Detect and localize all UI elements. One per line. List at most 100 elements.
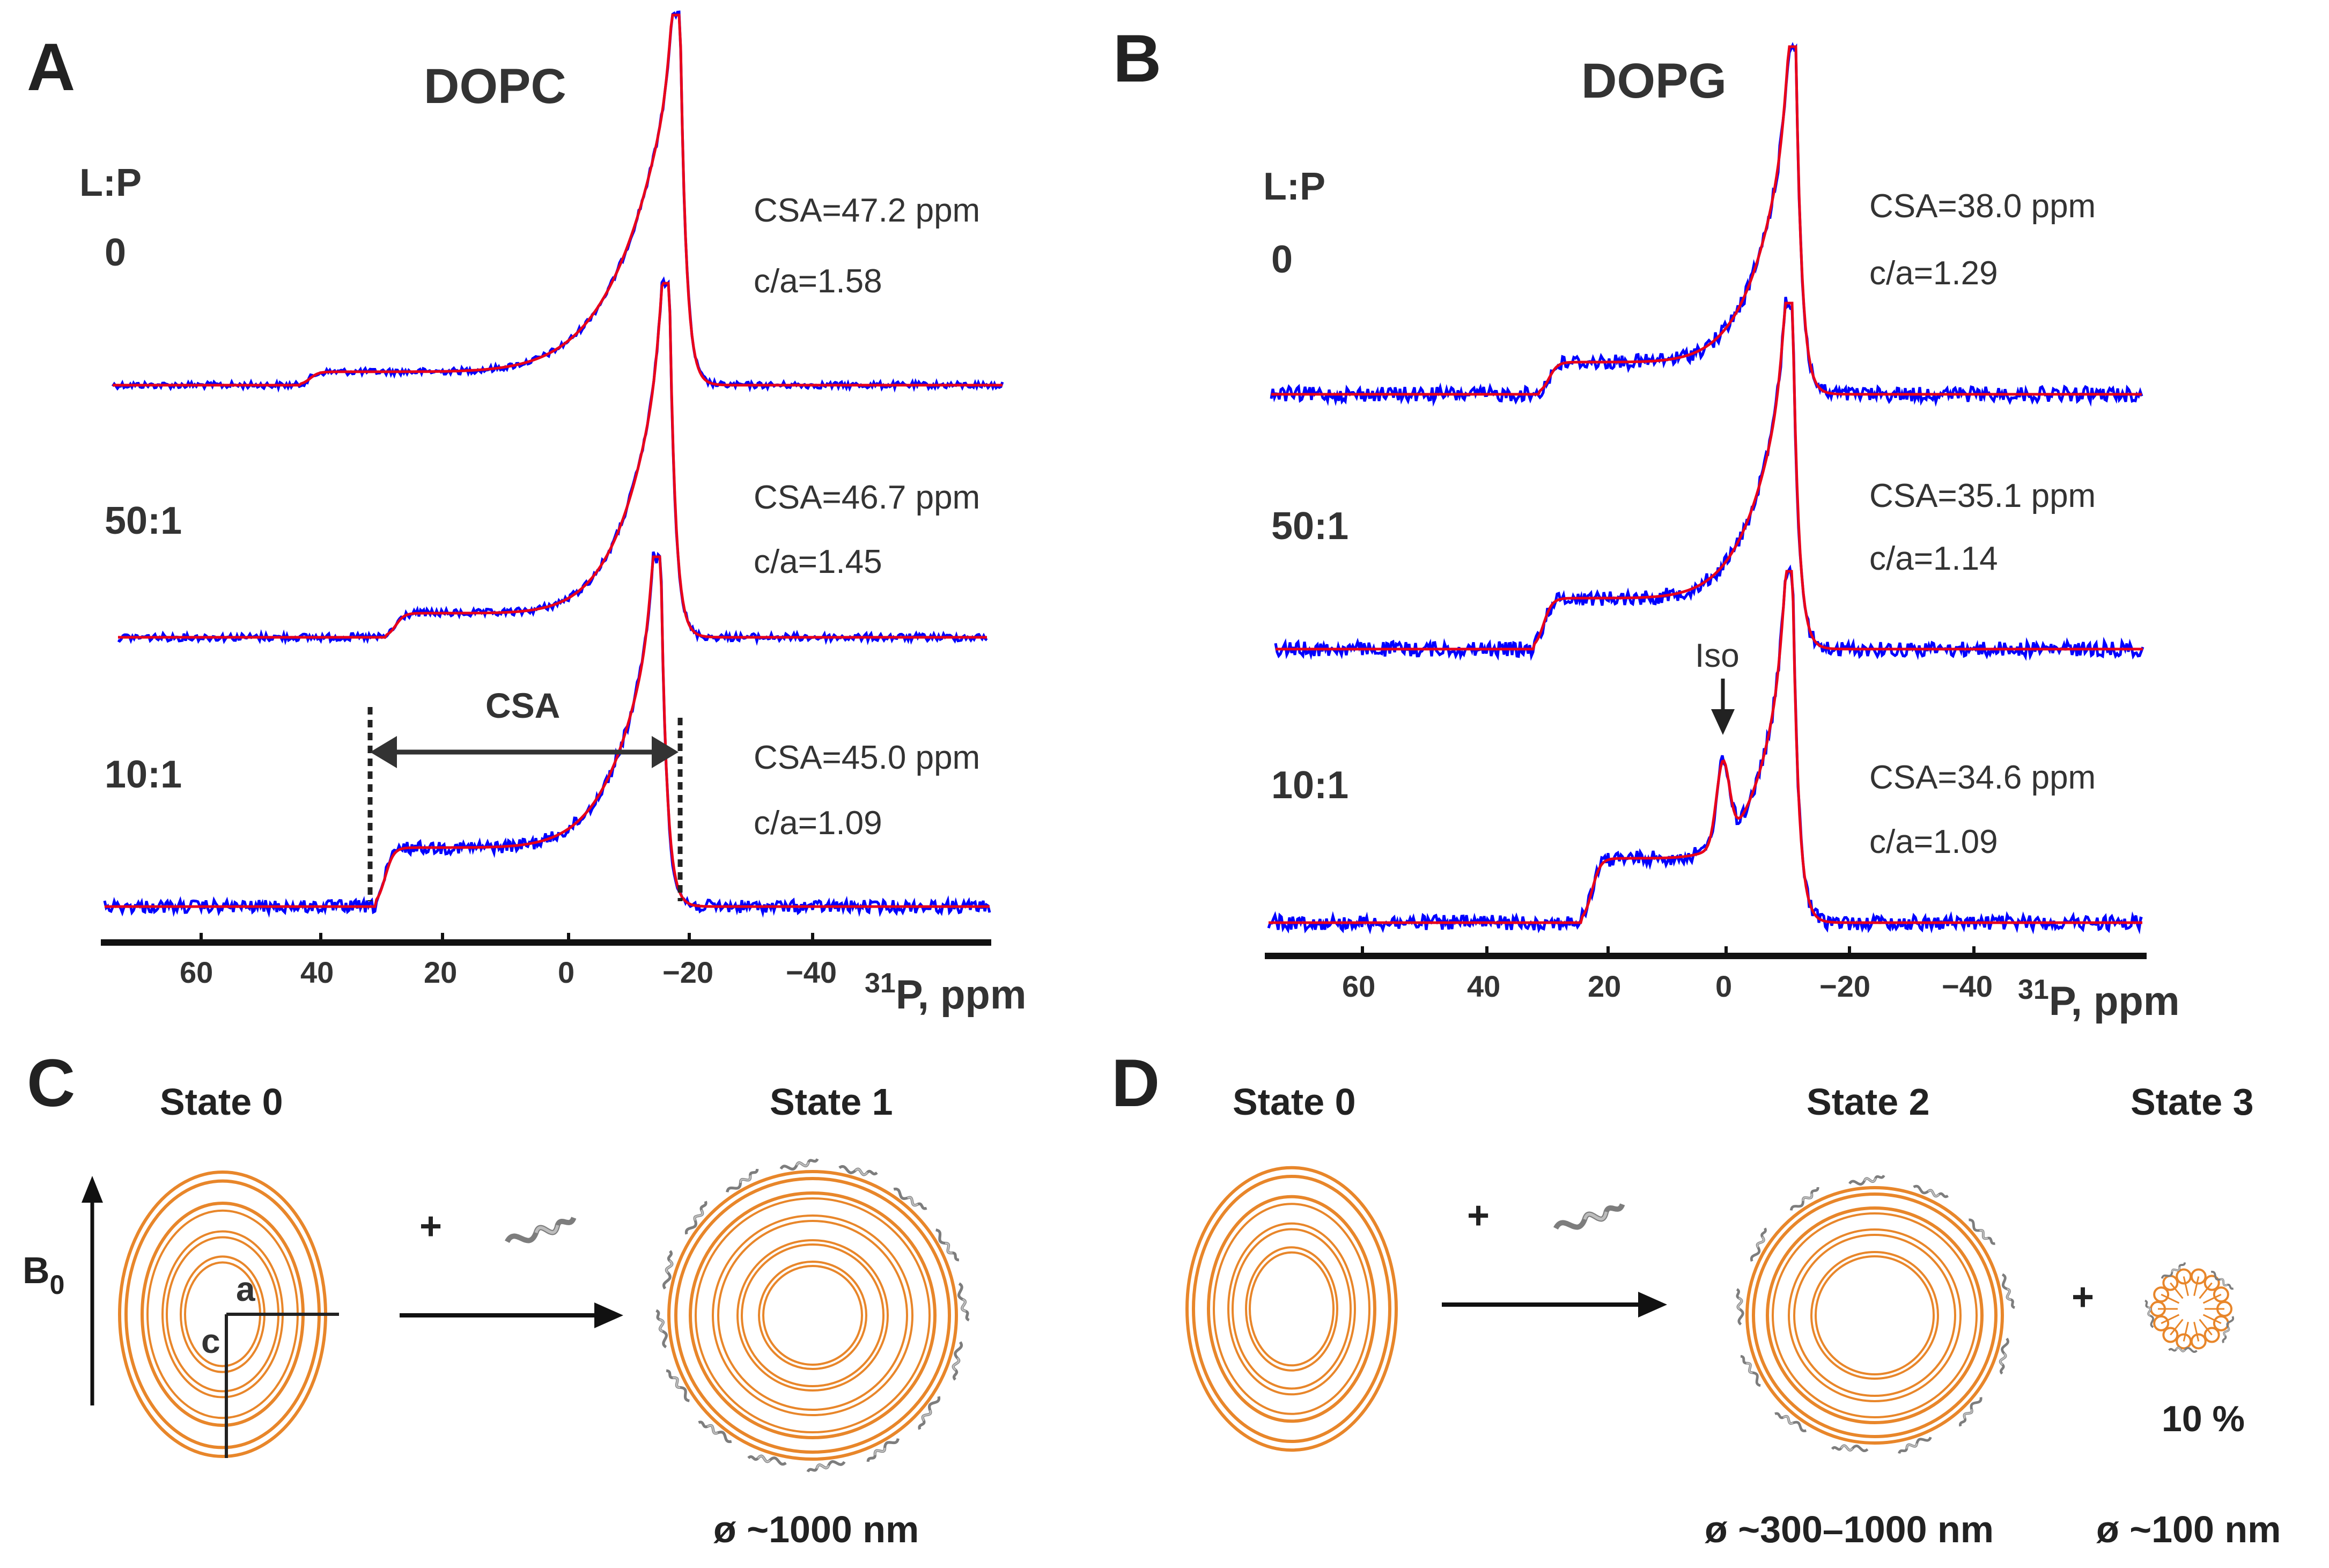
panel-b-spectrum-2 [1267,564,2143,934]
membrane-ring [1207,1195,1376,1423]
peptide-helix [893,1187,927,1210]
panel-a-ticks [200,933,814,943]
panel-a-ca-1: c/a=1.45 [754,543,882,580]
membrane-ring [1745,1186,2004,1445]
panel-a-spectrum-2 [103,551,991,918]
membrane-ring [1772,1212,1978,1418]
membrane-ring [741,1243,885,1387]
peptide-helix [2222,1316,2235,1344]
panel-b-csa-2: CSA=34.6 ppm [1869,759,2096,796]
panel-c-vesicle-state-1 [667,1170,958,1461]
panel-d-fraction: 10 % [2162,1398,2245,1439]
panel-c-state-1: State 1 [770,1081,893,1123]
membrane-ring [1810,1251,1939,1380]
panel-d-vesicle-state-2 [1745,1186,2004,1445]
panel-a-title: DOPC [424,59,566,114]
lipid-tail [2199,1319,2213,1336]
membrane-ring [1245,1246,1338,1372]
peptide-helix [1959,1397,1982,1427]
peptide-helix [2144,1299,2155,1328]
experimental-trace [1270,42,2143,407]
membrane-ring [667,1170,958,1461]
fit-trace [1271,45,2142,396]
membrane-ring [1232,1228,1352,1390]
lipid-tail [2183,1276,2189,1296]
panel-a-tick-3: 0 [558,955,574,989]
peptide-helix [806,1460,846,1473]
experimental-trace [1267,564,2143,934]
panel-b-tick-2: 20 [1588,969,1621,1003]
csa-arrowhead-right [652,736,679,768]
panel-c-letter: C [27,1046,75,1121]
peptide-helix [779,1158,819,1171]
peptide-helix [698,1420,732,1444]
panel-b-ratio-2: 10:1 [1271,764,1348,807]
panel-b-tick-0: 60 [1342,969,1375,1003]
iso-arrowhead [1711,709,1735,735]
panel-b-ratio-1: 50:1 [1271,505,1348,548]
panel-d-reaction-arrowhead [1638,1292,1667,1317]
peptide-helix [684,1201,707,1235]
fit-trace [113,13,1003,387]
peptide-helix [2210,1270,2234,1290]
membrane-ring [717,1220,908,1411]
peptide-helix [1736,1288,1744,1326]
peptide-helix [1774,1412,1807,1432]
panel-a-spectrum-0 [111,10,1004,393]
panel-a-tick-4: −20 [662,955,713,989]
membrane-ring [1766,1206,1984,1424]
lipid-tail [2170,1282,2184,1299]
panel-a-spectrum-1 [117,276,988,646]
panel-d-bound-peptides [1736,1174,2016,1454]
membrane-ring [1227,1222,1356,1396]
panel-b-ca-2: c/a=1.09 [1869,823,1998,860]
panel-d-size-mid: ø ~300–1000 nm [1705,1508,1994,1550]
peptide-helix [952,1341,963,1381]
peptide-helix [747,1454,787,1466]
panel-d-letter: D [1111,1046,1160,1121]
panel-b-csa-1: CSA=35.1 ppm [1869,477,2096,514]
b0-label: B0 [23,1249,64,1300]
lipid-tail [2161,1314,2180,1324]
membrane-ring [1185,1166,1398,1452]
fit-trace [1276,301,2143,651]
panel-a-csa-0: CSA=47.2 ppm [754,192,980,229]
panel-a-tick-2: 20 [424,955,457,989]
panel-d-peptide [1553,1203,1625,1230]
panel-a-ratio-2: 10:1 [105,753,182,796]
membrane-ring [712,1214,913,1416]
experimental-trace [1274,297,2144,661]
panel-a-lp-header: L:P [79,161,142,204]
iso-label: Iso [1695,637,1740,674]
axis-c-label: c [201,1322,220,1360]
panel-a-csa-1: CSA=46.7 ppm [754,479,980,516]
panel-a-ca-0: c/a=1.58 [754,263,882,300]
panel-a-ca-2: c/a=1.09 [754,805,882,842]
peptide-helix [2001,1273,2016,1309]
panel-b-ratio-0: 0 [1271,238,1293,281]
peptide-helix [957,1282,970,1322]
membrane-ring [1788,1228,1962,1402]
peptide-helix [1969,1218,1995,1245]
peptide-helix [1831,1444,1869,1452]
membrane-ring [762,1265,863,1366]
panel-a-ratio-0: 0 [105,231,126,274]
axis-a-label: a [236,1270,255,1308]
lipid-tail [2161,1293,2180,1304]
peptide-helix [655,1309,668,1349]
peptide-helix [1740,1354,1761,1387]
lipid-tail [2170,1319,2184,1336]
panel-b-tick-1: 40 [1467,969,1500,1003]
panel-b-letter: B [1113,21,1161,96]
panel-b-lp-header: L:P [1263,165,1325,208]
lipid-tail [2202,1314,2222,1324]
panel-d-plus-2: + [2072,1276,2094,1319]
peptide-helix [1999,1337,2009,1375]
panel-b-csa-0: CSA=38.0 ppm [1869,188,2096,225]
panel-b-spectrum-0 [1270,42,2143,407]
panel-b-ca-1: c/a=1.14 [1869,540,1998,577]
panel-a-tick-5: −40 [786,955,837,989]
peptide-helix [1789,1187,1819,1211]
peptide-helix [866,1438,900,1462]
